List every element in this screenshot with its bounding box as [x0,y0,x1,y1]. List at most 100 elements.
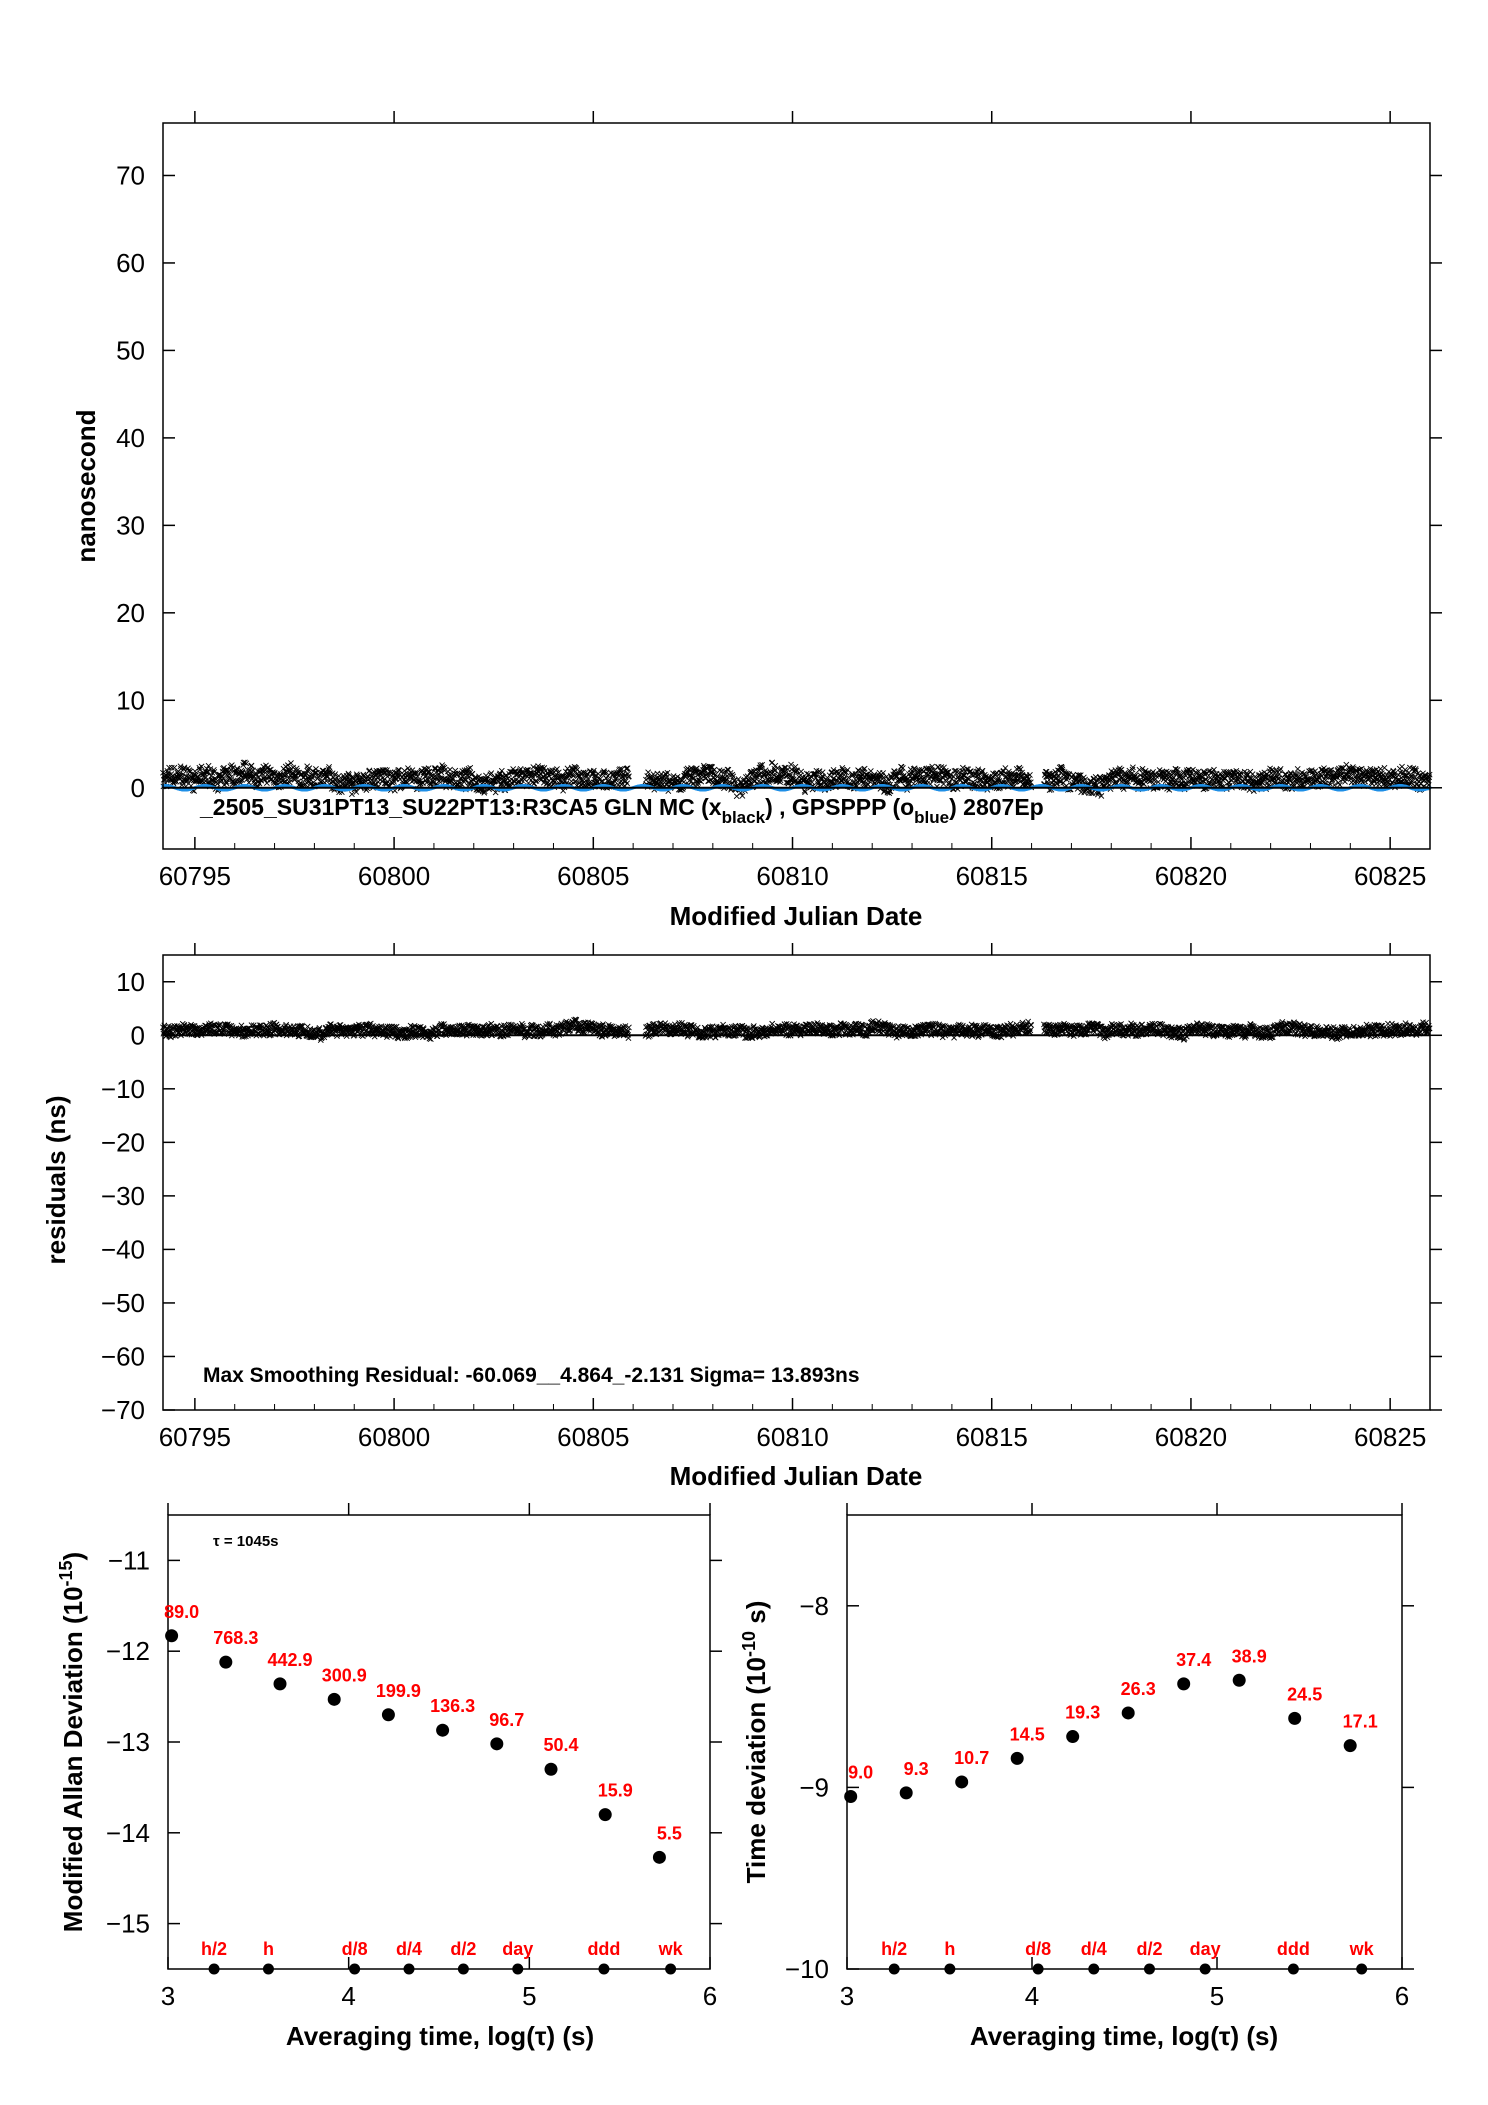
data-point-x [664,769,671,776]
data-point-x [469,770,476,777]
data-point-x [940,781,947,787]
data-point-x [198,763,205,770]
data-point-x [698,778,705,785]
data-point-x [819,769,826,776]
x-tick-label: 60800 [358,861,430,891]
data-point-x [813,772,820,779]
data-point-x [467,764,474,771]
data-point-x [816,768,823,775]
data-point-x [1054,773,1061,780]
data-point-x [166,764,173,771]
data-point-x [168,764,175,771]
data-point-x [774,765,781,772]
data-point-x [778,773,784,780]
data-point-x [992,770,999,777]
x-tick-label: 60795 [159,861,231,891]
data-point-x [243,760,250,767]
data-point-x [930,770,936,777]
data-point-x [624,765,631,772]
top-panel: 60795 60800 60805 60810 60815 60820 6082501020… [71,111,1442,931]
data-point-x [788,766,795,773]
data-point-x [964,775,971,782]
y-tick-label: 10 [116,685,145,715]
top-x-axis-label: Modified Julian Date [670,901,923,931]
data-point-x [613,775,620,782]
data-point-x [481,788,488,795]
data-point-x [711,766,718,773]
data-point-x [541,765,548,771]
data-point-x [1076,772,1083,779]
data-point-x [452,767,459,774]
data-point-x [447,766,453,773]
data-point-x [929,763,936,770]
data-point-x [625,773,632,780]
data-point-x [759,761,766,768]
data-point-x [732,777,738,784]
data-point-x [205,762,212,769]
data-point-x [1052,768,1059,775]
data-point-x [590,767,597,774]
data-point-x [887,788,894,795]
data-point-x [414,773,421,780]
data-point-x [352,778,359,785]
x-tick-label: 60815 [956,861,1028,891]
data-point-x [777,779,784,785]
data-point-x [335,773,342,779]
data-point-x [721,768,728,775]
data-point-x [203,774,209,781]
data-point-x [689,775,696,782]
data-point-x [465,765,472,772]
data-point-x [1017,766,1024,773]
data-point-x [801,777,808,784]
data-point-x [293,765,300,772]
data-point-x [598,778,605,785]
data-point-x [533,777,540,784]
data-point-x [528,770,535,777]
data-point-x [979,767,986,774]
data-point-x [981,781,988,788]
data-point-x [818,774,825,781]
y-tick-label: 50 [116,335,145,365]
data-point-x [332,771,339,778]
data-point-x [481,789,488,796]
data-point-x [802,789,808,796]
data-point-x [288,760,294,766]
data-point-x [729,771,736,778]
data-point-x [748,780,755,786]
data-point-x [960,772,967,779]
data-point-x [989,775,996,782]
data-point-x [557,778,563,785]
data-point-x [1175,770,1181,777]
data-point-x [455,779,462,786]
data-point-x [1006,774,1013,781]
data-point-x [1082,776,1089,783]
data-point-x [441,767,448,774]
data-point-x [223,780,230,787]
data-point-x [606,777,613,783]
data-point-x [1172,766,1179,773]
data-point-x [690,780,697,787]
data-point-x [353,771,360,778]
y-tick-label: 30 [116,510,145,540]
data-point-x [590,769,597,776]
data-point-x [1059,768,1066,775]
data-point-x [569,771,576,778]
data-point-x [1178,774,1185,781]
data-point-x [326,768,333,775]
data-point-x [645,769,652,776]
data-point-x [349,773,356,780]
data-point-x [324,774,331,781]
y-tick-label: 60 [116,248,145,278]
data-point-x [492,789,499,796]
data-point-x [770,776,777,783]
data-point-x [395,767,402,773]
data-point-x [757,762,764,769]
data-point-x [256,774,262,781]
data-point-x [483,776,490,783]
data-point-x [412,769,419,776]
data-point-x [693,765,700,772]
data-point-x [838,777,845,783]
data-point-x [220,775,227,782]
data-point-x [624,780,631,787]
